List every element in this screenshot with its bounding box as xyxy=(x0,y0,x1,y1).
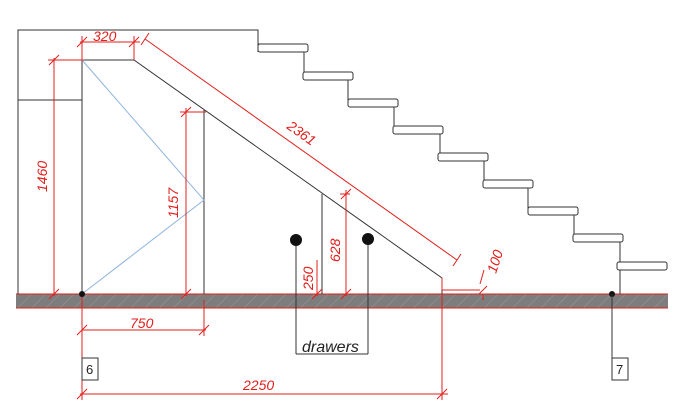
brace-lines xyxy=(81,59,205,295)
grid-label-left: 6 xyxy=(86,362,93,377)
drawers-label: drawers xyxy=(302,339,359,356)
grid-box-left xyxy=(81,357,99,381)
floor-slab xyxy=(16,293,668,309)
dim-diagonal: 2361 xyxy=(283,117,318,149)
dim-height-left: 1460 xyxy=(34,161,50,192)
dim-height-drawer: 628 xyxy=(327,238,343,262)
dim-height-mid: 1157 xyxy=(165,187,181,218)
dimension-lines xyxy=(48,32,488,400)
dim-offset: 100 xyxy=(484,248,507,275)
dim-top-width: 320 xyxy=(93,28,117,44)
grid-box-right xyxy=(611,357,629,381)
drawer-marker-left xyxy=(290,234,302,246)
dim-bottom-total: 2250 xyxy=(242,377,274,393)
drawer-marker-right xyxy=(362,233,374,245)
dim-bottom-short: 750 xyxy=(130,315,154,331)
drawer-leaders xyxy=(295,239,369,355)
grid-label-right: 7 xyxy=(616,362,623,377)
dim-drawer-gap: 250 xyxy=(300,266,316,291)
grid-markers xyxy=(79,291,629,381)
wall-outline xyxy=(17,29,259,294)
storage-outline xyxy=(81,59,443,294)
stair-steps xyxy=(257,43,668,294)
